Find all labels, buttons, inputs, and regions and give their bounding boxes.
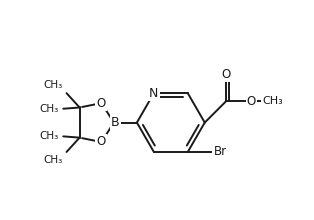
Text: N: N xyxy=(149,87,159,100)
Text: O: O xyxy=(96,135,106,148)
Text: Br: Br xyxy=(214,145,226,158)
Text: CH₃: CH₃ xyxy=(43,80,62,90)
Text: CH₃: CH₃ xyxy=(43,155,62,165)
Text: O: O xyxy=(96,97,106,110)
Text: O: O xyxy=(246,95,256,108)
Text: O: O xyxy=(221,68,231,81)
Text: CH₃: CH₃ xyxy=(40,131,59,141)
Text: CH₃: CH₃ xyxy=(40,104,59,114)
Text: B: B xyxy=(111,116,120,129)
Text: CH₃: CH₃ xyxy=(262,96,283,106)
